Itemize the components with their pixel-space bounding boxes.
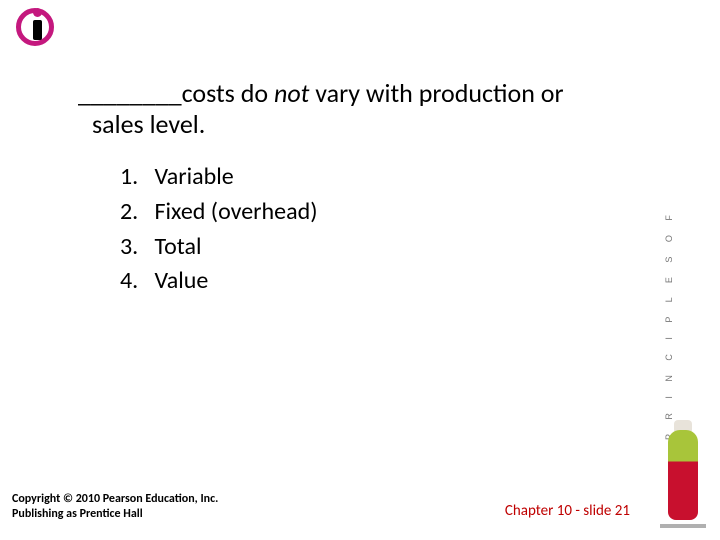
logo-stem-icon — [33, 20, 42, 40]
question-blank: ________ — [78, 77, 182, 109]
answer-number: 2. — [120, 197, 138, 226]
question-line1-rest: costs do — [182, 77, 274, 109]
answer-text: Fixed (overhead) — [155, 197, 318, 226]
book-baseline — [660, 524, 706, 528]
slide: ________costs do not vary with productio… — [0, 0, 720, 540]
question-text: ________costs do not vary with productio… — [78, 78, 638, 140]
copyright-line1: Copyright © 2010 Pearson Education, Inc. — [12, 492, 218, 507]
question-line1-tail: vary with production or — [309, 77, 563, 109]
question-line2: sales level. — [78, 109, 638, 140]
bottle-icon — [668, 430, 698, 520]
answer-number: 1. — [120, 162, 138, 191]
answer-number: 3. — [120, 232, 138, 261]
answer-text: Total — [155, 232, 202, 261]
book-cover-art: P R I N C I P L E S O F — [644, 200, 714, 530]
answer-text: Variable — [155, 162, 234, 191]
copyright-line2: Publishing as Prentice Hall — [12, 507, 218, 522]
answer-option: 1. Variable — [120, 160, 317, 195]
copyright: Copyright © 2010 Pearson Education, Inc.… — [12, 492, 218, 522]
answer-option: 4. Value — [120, 264, 317, 299]
iclicker-logo — [14, 6, 56, 48]
answer-list: 1. Variable 2. Fixed (overhead) 3. Total… — [120, 160, 317, 299]
book-spine-text: P R I N C I P L E S O F — [664, 200, 684, 440]
answer-option: 3. Total — [120, 230, 317, 265]
answer-text: Value — [155, 266, 209, 295]
question-not-word: not — [274, 77, 309, 109]
logo-dot-icon — [33, 8, 42, 17]
answer-option: 2. Fixed (overhead) — [120, 195, 317, 230]
answer-number: 4. — [120, 266, 138, 295]
chapter-label: Chapter 10 - slide 21 — [505, 502, 630, 520]
